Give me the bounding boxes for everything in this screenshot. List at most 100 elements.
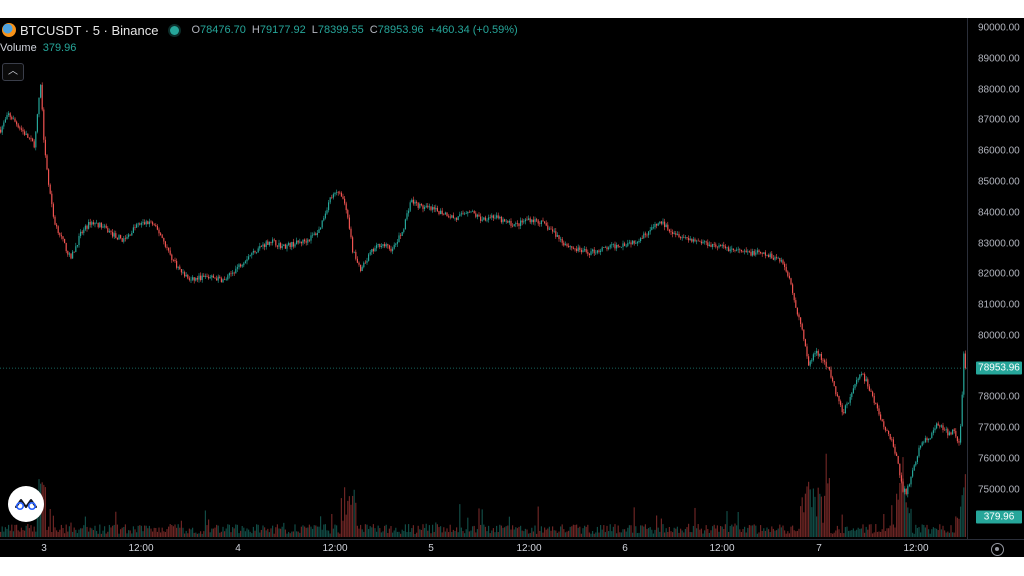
volume-bar [324, 524, 326, 537]
close-value: 78953.96 [377, 24, 424, 36]
volume-bar [236, 524, 238, 537]
candle-body [785, 266, 787, 272]
volume-bar [640, 525, 642, 537]
candle-body [844, 405, 846, 414]
candle-body [344, 198, 346, 204]
volume-bar [508, 516, 510, 537]
volume-bar [747, 527, 749, 537]
candle-body [534, 219, 536, 223]
volume-bar [280, 528, 282, 537]
candle-body [672, 231, 674, 234]
volume-bar [657, 527, 659, 537]
candle-body [753, 251, 755, 255]
volume-bar [302, 525, 304, 537]
volume-bar [684, 528, 686, 537]
volume-bar [588, 532, 590, 537]
candle-body [944, 429, 946, 431]
collapse-legend-button[interactable]: ︿ [2, 63, 24, 81]
candle-body [851, 393, 853, 398]
price-axis[interactable]: 90000.00 89000.00 88000.00 87000.00 86000.00… [967, 18, 1024, 539]
volume-bar [30, 525, 32, 537]
price-chart[interactable] [0, 18, 967, 539]
volume-bar [704, 530, 706, 537]
volume-bar [811, 507, 813, 537]
volume-bar [376, 531, 378, 537]
time-tick-label: 12:00 [516, 543, 542, 554]
candle-body [377, 244, 379, 246]
candle-body [592, 249, 594, 252]
candle-body [9, 113, 11, 117]
volume-bar [796, 530, 798, 537]
candle-body [947, 429, 949, 436]
volume-bar [251, 533, 253, 537]
volume-bar [128, 530, 130, 537]
volume-bar [667, 531, 669, 537]
volume-bar [217, 525, 219, 537]
volume-label[interactable]: Volume [0, 42, 37, 54]
candle-body [908, 484, 910, 487]
volume-bar [752, 525, 754, 537]
volume-bar [179, 527, 181, 537]
volume-bar [417, 525, 419, 537]
volume-bar [260, 529, 262, 537]
volume-bar [356, 525, 358, 537]
volume-bar [929, 533, 931, 537]
candle-body [44, 139, 46, 156]
volume-bar [889, 525, 891, 537]
candle-body [862, 374, 864, 375]
volume-bar [100, 533, 102, 537]
volume-bar [228, 524, 230, 537]
volume-bar [489, 533, 491, 537]
candle-body [478, 214, 480, 217]
candle-body [611, 244, 613, 246]
candle-body [24, 131, 26, 135]
last-volume-tag: 379.96 [976, 510, 1022, 524]
volume-bar [270, 528, 272, 537]
candle-body [139, 223, 141, 225]
volume-bar [408, 524, 410, 537]
volume-bar [545, 529, 547, 537]
volume-bar [656, 515, 658, 537]
volume-bar [688, 523, 690, 537]
candle-body [395, 243, 397, 245]
candle-body [668, 229, 670, 232]
volume-bar [510, 529, 512, 537]
volume-bar [548, 526, 550, 537]
volume-bar [507, 525, 509, 537]
candle-body [920, 445, 922, 448]
candle-body [960, 426, 962, 443]
candle-body [289, 243, 291, 247]
volume-bar [33, 526, 35, 537]
candle-body [283, 244, 285, 246]
candle-body [742, 251, 744, 252]
volume-bar [491, 530, 493, 537]
candle-body [420, 204, 422, 206]
gear-icon[interactable] [991, 543, 1004, 556]
symbol-title[interactable]: BTCUSDT · 5 · Binance [20, 22, 159, 38]
candle-body [366, 260, 368, 263]
candle-body [427, 205, 429, 208]
volume-bar [942, 525, 944, 537]
candle-body [728, 247, 730, 252]
time-axis[interactable]: 3 12:00 4 12:00 5 12:00 6 12:00 7 12:00 [0, 539, 1024, 557]
volume-bar [254, 530, 256, 537]
candle-body [486, 219, 488, 221]
volume-bar [438, 527, 440, 537]
candle-body [404, 219, 406, 230]
volume-bar [46, 529, 48, 537]
volume-bar [364, 524, 366, 537]
volume-bar [934, 528, 936, 537]
candle-body [779, 258, 781, 262]
volume-bar [190, 529, 192, 537]
volume-bar [288, 531, 290, 537]
volume-bar [692, 525, 694, 537]
volume-bar [819, 493, 821, 537]
candle-body [400, 235, 402, 237]
candle-body [355, 251, 357, 259]
tradingview-logo-icon[interactable] [8, 486, 44, 522]
candle-body [729, 249, 731, 252]
volume-bar [353, 489, 355, 537]
volume-bar [843, 533, 845, 537]
volume-bar [176, 527, 178, 537]
volume-bar [281, 526, 283, 537]
